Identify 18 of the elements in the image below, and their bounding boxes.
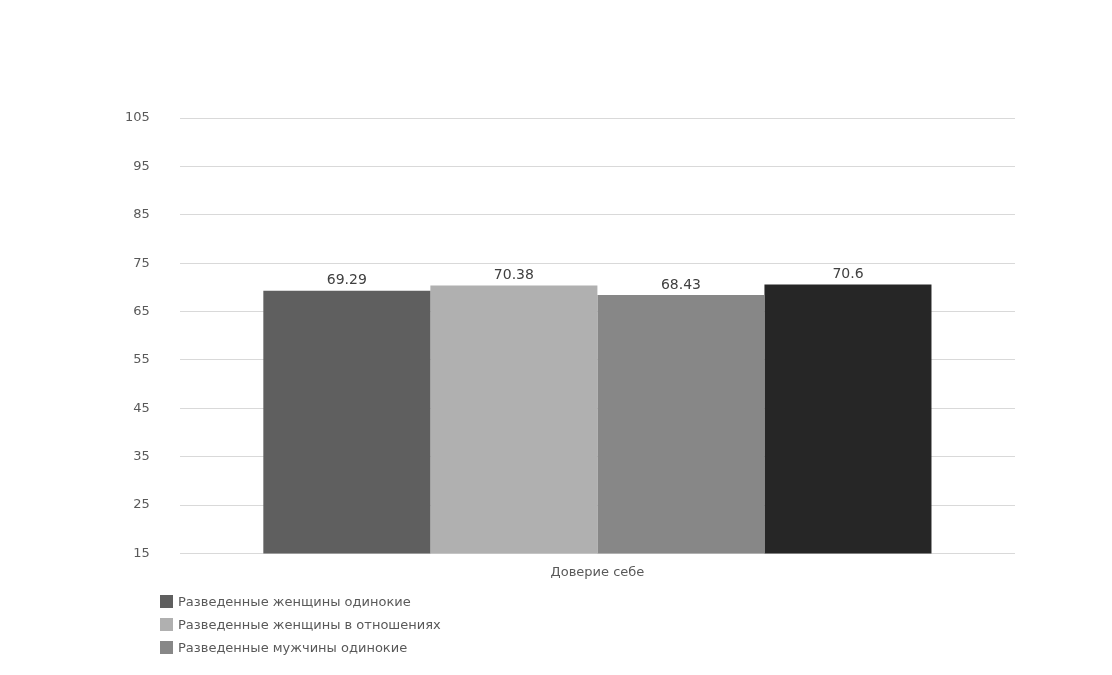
data-label: 70.38 (493, 266, 534, 283)
legend-label: Разведенные мужчины одинокие (178, 640, 408, 655)
y-tick-label: 55 (133, 351, 150, 367)
data-label: 69.29 (326, 271, 367, 288)
y-tick-label: 85 (133, 206, 150, 222)
y-tick-label: 75 (133, 254, 150, 270)
data-label: 68.43 (660, 275, 701, 292)
y-tick-label: 105 (124, 109, 150, 125)
y-tick-label: 65 (133, 302, 150, 318)
y-tick-label: 45 (133, 399, 150, 415)
y-tick-label: 15 (133, 544, 150, 560)
data-label: 70.6 (832, 265, 864, 282)
y-tick-label: 35 (133, 448, 150, 464)
legend-label: Разведенные женщины одинокие (178, 594, 411, 609)
legend-label: Разведенные женщины в отношениях (178, 617, 441, 632)
x-tick-label: Доверие себе (550, 563, 645, 579)
y-tick-label: 95 (133, 157, 150, 173)
y-tick-label: 25 (133, 496, 150, 512)
